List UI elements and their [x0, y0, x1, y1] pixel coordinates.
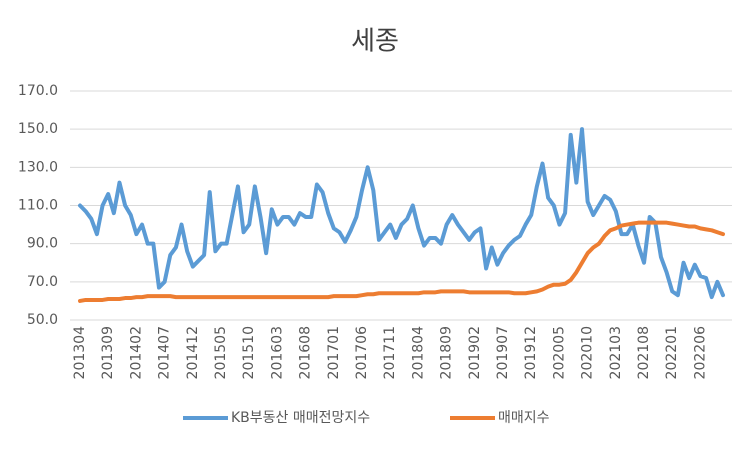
- y-tick-label: 90.0: [27, 236, 58, 252]
- x-tick-label: 201804: [410, 326, 426, 380]
- x-tick-label: 201402: [128, 326, 144, 379]
- x-tick-label: 201510: [241, 326, 257, 379]
- x-tick-label: 202206: [692, 326, 708, 380]
- x-tick-label: 201711: [382, 326, 398, 379]
- x-tick-label: 201407: [157, 326, 173, 379]
- legend-label: KB부동산 매매전망지수: [231, 410, 370, 426]
- x-tick-label: 202108: [636, 326, 652, 379]
- series-line: [78, 127, 725, 300]
- x-tick-label: 202103: [608, 326, 624, 379]
- y-tick-label: 50.0: [27, 312, 58, 328]
- x-tick-label: 201809: [439, 326, 455, 379]
- x-tick-label: 201304: [72, 326, 88, 380]
- y-tick-label: 150.0: [18, 121, 58, 137]
- x-tick-label: 201706: [354, 326, 370, 380]
- x-tick-label: 201412: [185, 326, 201, 379]
- x-tick-label: 201505: [213, 326, 229, 379]
- x-tick-label: 201603: [269, 326, 285, 379]
- y-tick-label: 130.0: [18, 159, 58, 175]
- chart-title: 세종: [351, 27, 399, 57]
- y-tick-label: 170.0: [18, 83, 58, 99]
- y-tick-label: 110.0: [18, 198, 58, 214]
- x-tick-label: 201902: [467, 326, 483, 379]
- x-tick-label: 201608: [298, 326, 314, 379]
- x-tick-label: 201701: [326, 326, 342, 379]
- x-tick-label: 201309: [100, 326, 116, 379]
- x-tick-label: 201912: [523, 326, 539, 379]
- series-line: [78, 220, 725, 303]
- x-tick-label: 202005: [551, 326, 567, 379]
- x-tick-label: 202201: [664, 326, 680, 379]
- x-tick-label: 202010: [580, 326, 596, 379]
- legend-label: 매매지수: [498, 410, 550, 426]
- x-tick-label: 201907: [495, 326, 511, 379]
- y-tick-label: 70.0: [27, 274, 58, 290]
